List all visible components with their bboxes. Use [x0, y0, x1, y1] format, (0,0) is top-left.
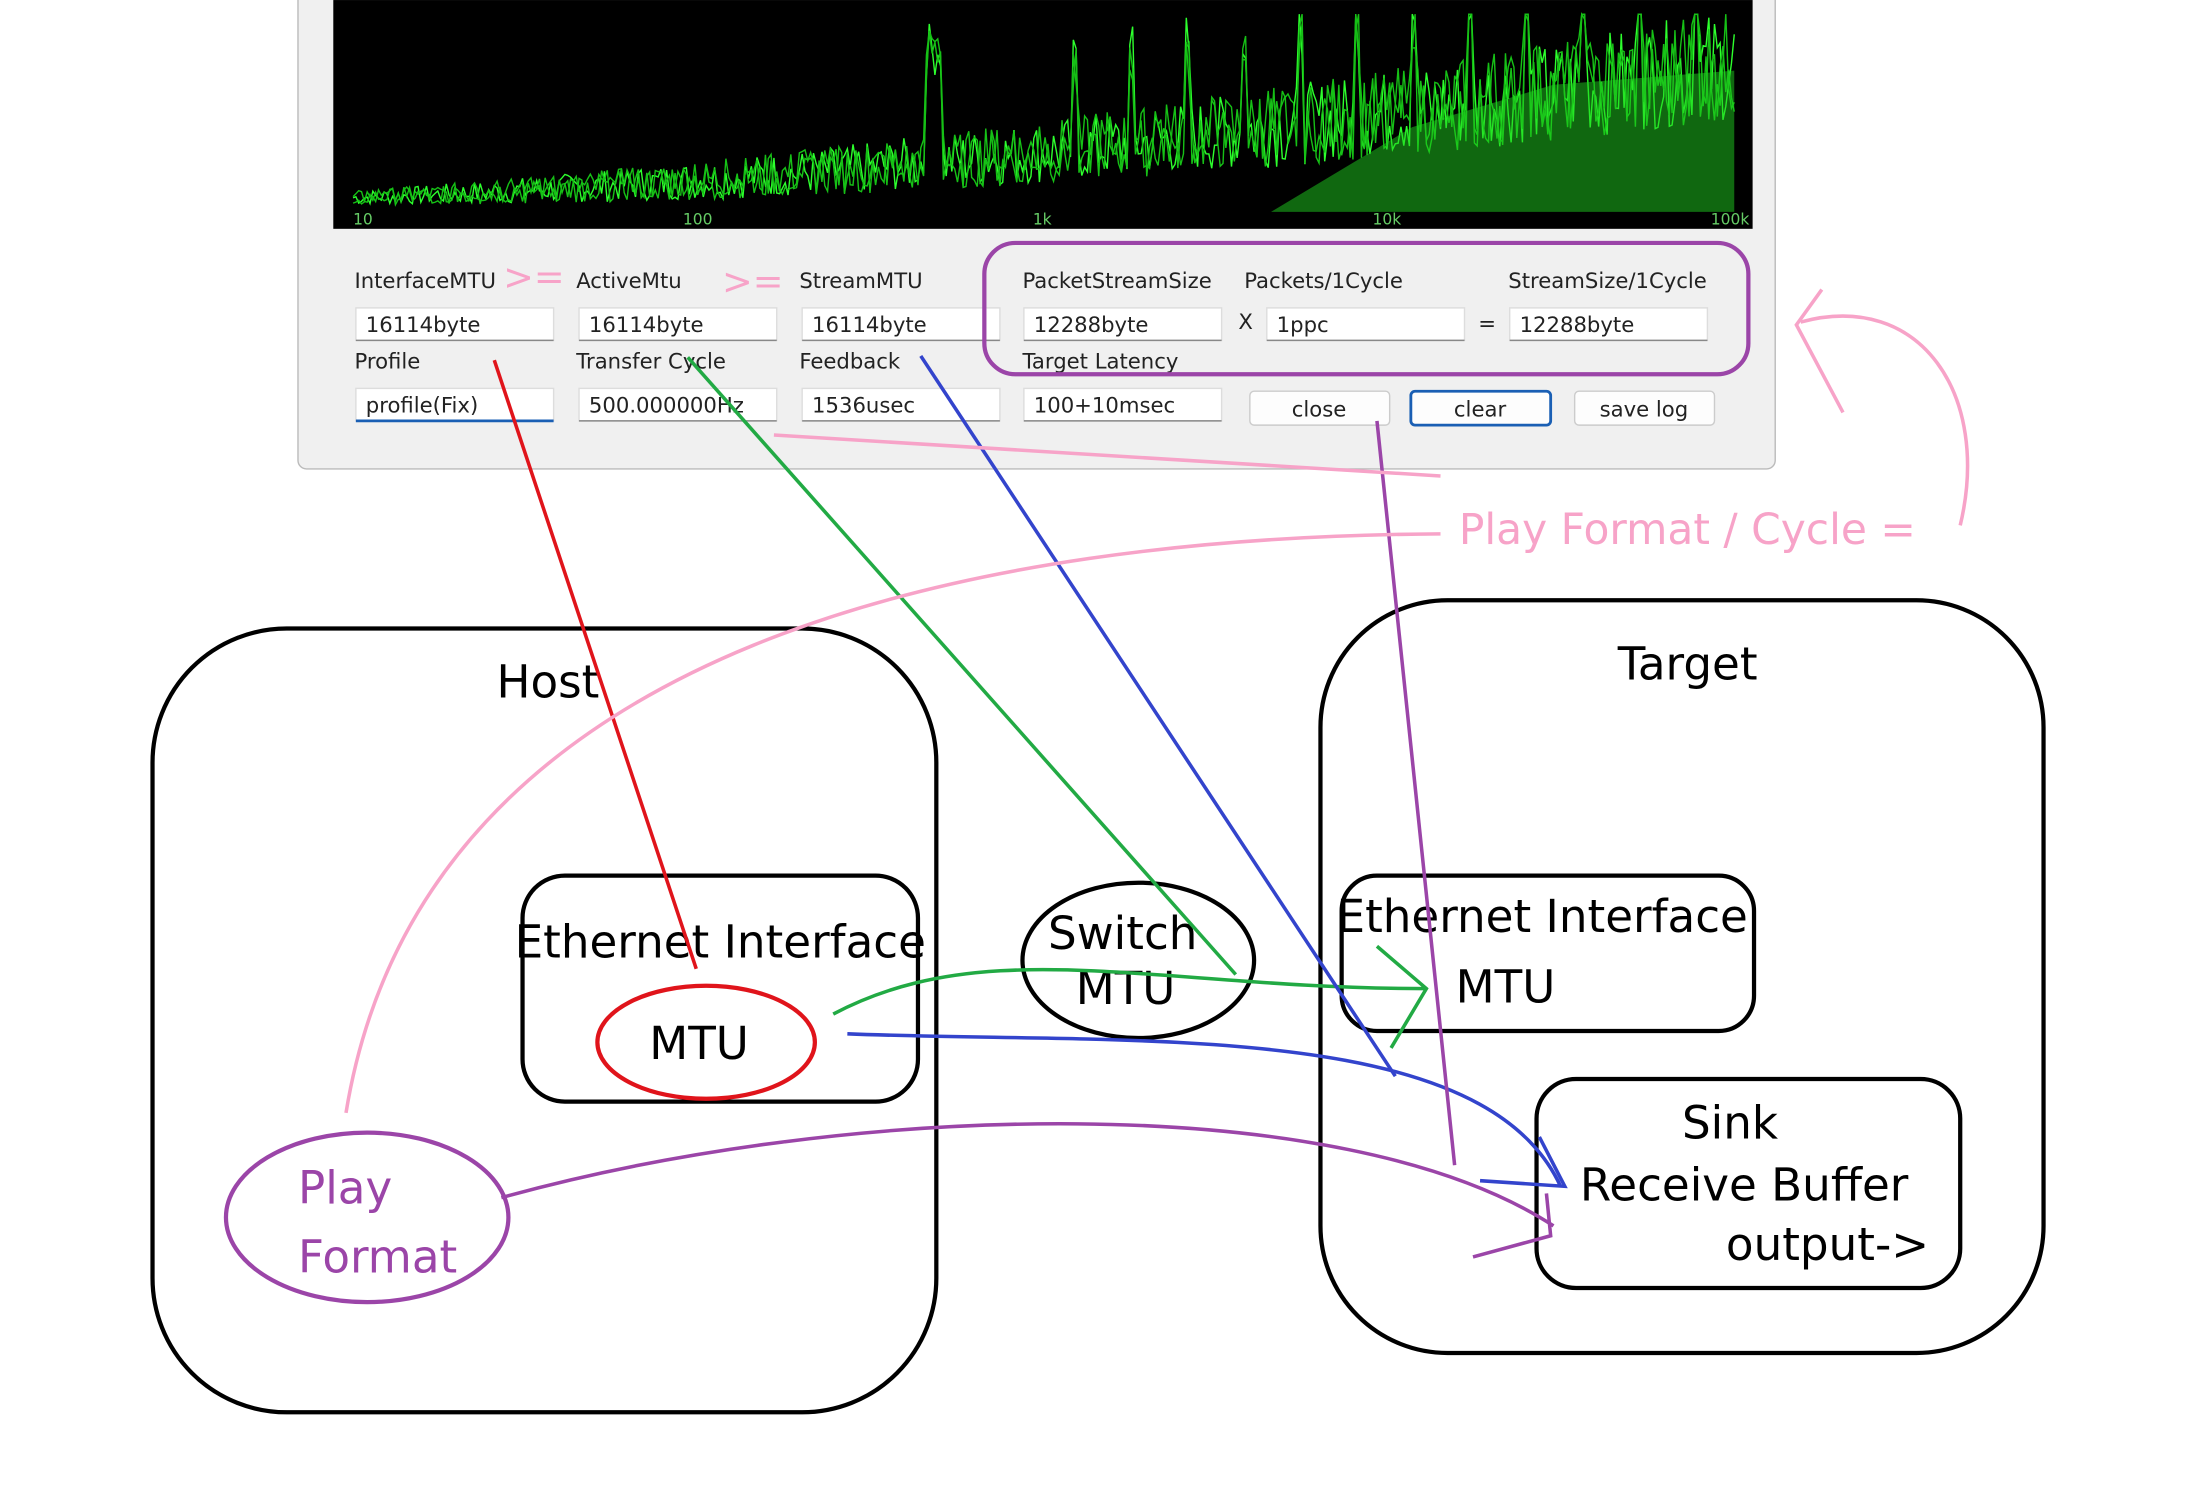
- field-value: 500.000000Hz: [589, 392, 744, 417]
- host-interface-box: [520, 873, 921, 1104]
- axis-label: 1k: [1033, 211, 1052, 229]
- field-value: 1536usec: [812, 392, 915, 417]
- button-label: close: [1292, 397, 1347, 422]
- axis-label: 100: [683, 211, 713, 229]
- text-input[interactable]: [355, 307, 555, 342]
- text-input[interactable]: [578, 387, 778, 422]
- axis-label: 10k: [1372, 211, 1401, 229]
- host-box: [150, 626, 939, 1415]
- button[interactable]: [1409, 389, 1553, 427]
- field-label: ActiveMtu: [576, 268, 681, 293]
- field-label: InterfaceMTU: [354, 268, 495, 293]
- annotation: Play Format / Cycle =: [1459, 505, 1916, 554]
- green-line: [686, 356, 1238, 976]
- blue-line: [919, 354, 1397, 1078]
- axis-label: 10: [353, 211, 373, 229]
- field-label: Feedback: [799, 349, 901, 374]
- field-label: PacketStreamSize: [1022, 268, 1211, 293]
- field-value: 16114byte: [366, 312, 481, 337]
- target-interface-box: [1339, 873, 1757, 1034]
- operator: =: [1478, 311, 1496, 336]
- field-value: 16114byte: [589, 312, 704, 337]
- spectrum-fill: [1271, 70, 1735, 212]
- green-arrow: [832, 944, 1429, 1049]
- blue-arrow: [847, 1032, 1568, 1189]
- sink-output-label: output->: [1726, 1218, 1929, 1271]
- field-label: StreamMTU: [799, 268, 922, 293]
- text-input[interactable]: [801, 307, 1001, 342]
- spectrum-line: [352, 13, 1735, 205]
- field-value: profile(Fix): [366, 392, 478, 417]
- host-label: Host: [497, 656, 600, 709]
- target-mtu-label: MTU: [1456, 961, 1556, 1014]
- purple-arrow: [500, 1122, 1555, 1259]
- field-label: Target Latency: [1021, 349, 1178, 374]
- play-format-ellipse: [223, 1130, 511, 1305]
- text-input[interactable]: [1266, 307, 1466, 342]
- pink-arrow: [1794, 288, 1970, 526]
- button[interactable]: [1573, 390, 1716, 426]
- text-input[interactable]: [1023, 387, 1223, 422]
- field-value: 12288byte: [1034, 312, 1149, 337]
- button-label: clear: [1454, 397, 1507, 422]
- play-label: Play: [298, 1161, 392, 1214]
- host-interface-label: Ethernet Interface: [515, 916, 926, 969]
- sink-label: Sink: [1682, 1096, 1779, 1149]
- button[interactable]: [1249, 390, 1391, 426]
- host-mtu-label: MTU: [649, 1017, 749, 1070]
- operator: X: [1238, 309, 1253, 334]
- field-label: Transfer Cycle: [575, 349, 726, 374]
- field-label: Profile: [354, 349, 420, 374]
- highlight-box: [982, 240, 1751, 377]
- field-label: StreamSize/1Cycle: [1508, 268, 1707, 293]
- field-value: 100+10msec: [1034, 392, 1175, 417]
- text-input[interactable]: [578, 307, 778, 342]
- pink-curve: [344, 532, 1441, 1114]
- field-label: Packets/1Cycle: [1244, 268, 1403, 293]
- red-line: [492, 359, 698, 970]
- target-interface-label: Ethernet Interface: [1337, 890, 1748, 943]
- purple-line: [1375, 420, 1457, 1166]
- pink-line: [773, 433, 1441, 478]
- switch-label: Switch: [1048, 907, 1197, 960]
- operator: >=: [722, 260, 784, 303]
- form: InterfaceMTU 16114byte ActiveMtu 16114byte S…: [354, 256, 1716, 427]
- text-input[interactable]: [1508, 307, 1709, 342]
- button-label: save log: [1600, 397, 1689, 422]
- format-label: Format: [298, 1230, 457, 1283]
- sink-buffer-label: Receive Buffer: [1580, 1158, 1909, 1211]
- operator: >=: [503, 256, 565, 299]
- text-input[interactable]: [801, 387, 1001, 422]
- host-mtu-ellipse: [595, 983, 817, 1101]
- field-value: 16114byte: [812, 312, 927, 337]
- target-box: [1318, 598, 2046, 1356]
- field-value: 1ppc: [1277, 312, 1329, 337]
- annotation-strokes: [344, 288, 1970, 1259]
- axis-label: 100k: [1711, 211, 1750, 229]
- spectrum-trace: 10 100 1k 10k 100k: [352, 11, 1750, 229]
- switch-ellipse: [1020, 880, 1257, 1041]
- field-value: 12288byte: [1520, 312, 1635, 337]
- target-label: Target: [1617, 637, 1758, 690]
